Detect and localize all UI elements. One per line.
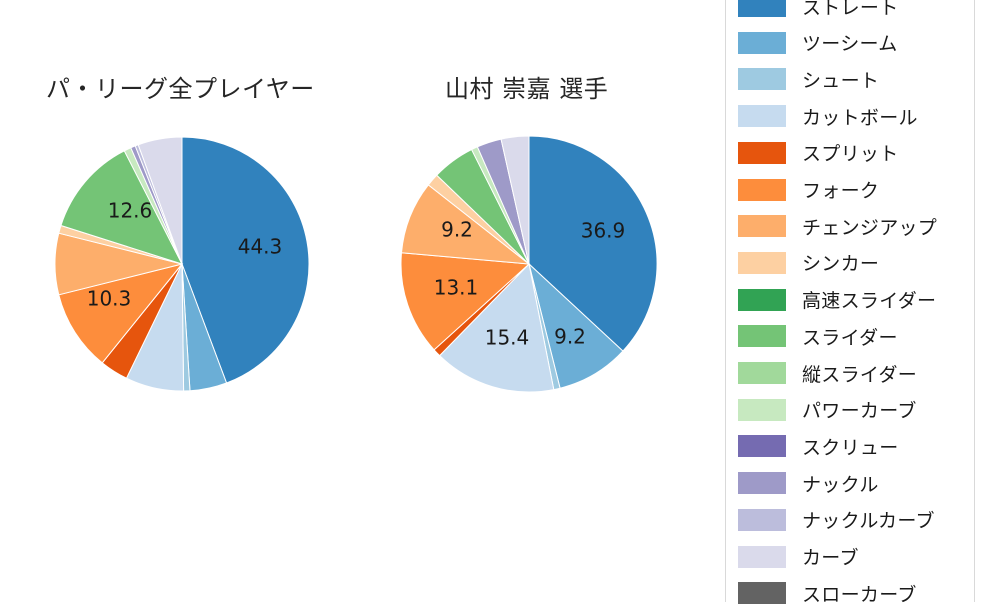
legend-item-label: パワーカーブ [802, 400, 917, 423]
pie-1-title: パ・リーグ全プレイヤー [46, 75, 315, 103]
pie-slice-label-フォーク: 10.3 [87, 287, 132, 311]
legend-item-スプリット[interactable]: スプリット [726, 136, 974, 170]
legend-item-ツーシーム[interactable]: ツーシーム [726, 26, 974, 60]
legend-item-label: フォーク [802, 180, 880, 202]
legend-item-label: カットボール [802, 106, 918, 129]
legend-item-label: ツーシーム [802, 33, 898, 56]
legend-swatch-icon [738, 68, 786, 91]
legend-item-label: 縦スライダー [802, 363, 918, 386]
legend-swatch-icon [738, 398, 786, 421]
legend-item-label: ナックルカーブ [802, 510, 935, 533]
pie-slice-label-ストレート: 44.3 [238, 235, 283, 259]
legend-item-フォーク[interactable]: フォーク [726, 173, 974, 207]
pie-slice-label-チェンジアップ: 9.2 [441, 218, 473, 242]
legend-item-label: スライダー [802, 326, 898, 349]
legend-swatch-icon [738, 472, 786, 495]
legend-item-カーブ[interactable]: カーブ [726, 540, 974, 574]
pie-slice-label-スライダー: 12.6 [108, 199, 153, 223]
legend-swatch-icon [738, 545, 786, 568]
pie-slice-スライダー[interactable] [60, 150, 183, 265]
pie-slice-ストレート[interactable] [528, 135, 658, 352]
legend-panel: ストレートツーシームシュートカットボール スプリットフォークチェンジアップ シンカー… [725, 0, 975, 606]
pie-slice-カーブ[interactable] [137, 136, 183, 265]
pie-slice-カットボール[interactable] [438, 262, 555, 393]
legend-swatch-icon [738, 178, 786, 201]
legend-swatch-icon [738, 215, 786, 238]
legend-item-label: ナックル [802, 473, 879, 496]
legend-swatch-icon [738, 0, 786, 17]
legend-item-ストレート[interactable]: ストレート [726, 0, 974, 23]
legend-item-label: 高速スライダー [802, 290, 937, 313]
legend-item-label: チェンジアップ [802, 216, 938, 239]
pie-slice-カーブ[interactable] [500, 135, 530, 265]
legend-item-label: カーブ [802, 547, 859, 569]
legend-swatch-icon [738, 105, 786, 128]
legend-item-縦スライダー[interactable]: 縦スライダー [726, 356, 974, 390]
pie-chart-player: 36.9 9.2 15.4 13.1 9.2 [383, 118, 675, 410]
legend-item-シュート[interactable]: シュート [726, 62, 974, 96]
legend-swatch-icon [738, 31, 786, 54]
pie-slice-ストレート[interactable] [181, 136, 310, 384]
legend-swatch-icon [738, 362, 786, 384]
legend-item-高速スライダー[interactable]: 高速スライダー [726, 283, 974, 317]
legend-item-シンカー[interactable]: シンカー [726, 246, 974, 280]
legend-swatch-icon [738, 288, 786, 311]
legend-item-ナックル[interactable]: ナックル [726, 466, 974, 500]
pie-slice-フォーク[interactable] [58, 263, 184, 364]
legend-item-label: シュート [802, 69, 880, 92]
legend-swatch-icon [738, 251, 786, 274]
pie-chart-league-all-players: 44.3 10.3 12.6 [37, 119, 327, 409]
legend-swatch-icon [738, 141, 786, 164]
pie-slice-label-ストレート: 36.9 [581, 219, 626, 243]
pie-2-title: 山村 崇嘉 選手 [445, 75, 609, 103]
legend-item-チェンジアップ[interactable]: チェンジアップ [726, 209, 974, 243]
legend-item-スクリュー[interactable]: スクリュー [726, 429, 974, 463]
legend-swatch-icon [738, 325, 786, 348]
legend-item-パワーカーブ[interactable]: パワーカーブ [726, 393, 974, 427]
legend-item-label: スプリット [802, 143, 899, 166]
legend-item-label: スクリュー [802, 436, 899, 459]
legend-item-label: スローカーブ [802, 583, 917, 606]
legend-swatch-icon [738, 508, 786, 531]
legend-item-カットボール[interactable]: カットボール [726, 99, 974, 133]
pie-slice-フォーク[interactable] [400, 252, 531, 351]
pie-slice-label-フォーク: 13.1 [434, 276, 479, 300]
legend-item-スライダー[interactable]: スライダー [726, 319, 974, 353]
legend-item-label: ストレート [802, 0, 899, 19]
legend-swatch-icon [738, 582, 786, 605]
legend-swatch-icon [738, 435, 786, 458]
legend-item-label: シンカー [802, 253, 880, 276]
legend-item-スローカーブ[interactable]: スローカーブ [726, 576, 974, 610]
pie-slice-label-ツーシーム: 9.2 [554, 325, 586, 349]
pie-slice-label-カットボール: 15.4 [485, 326, 530, 350]
legend-item-ナックルカーブ[interactable]: ナックルカーブ [726, 503, 974, 537]
